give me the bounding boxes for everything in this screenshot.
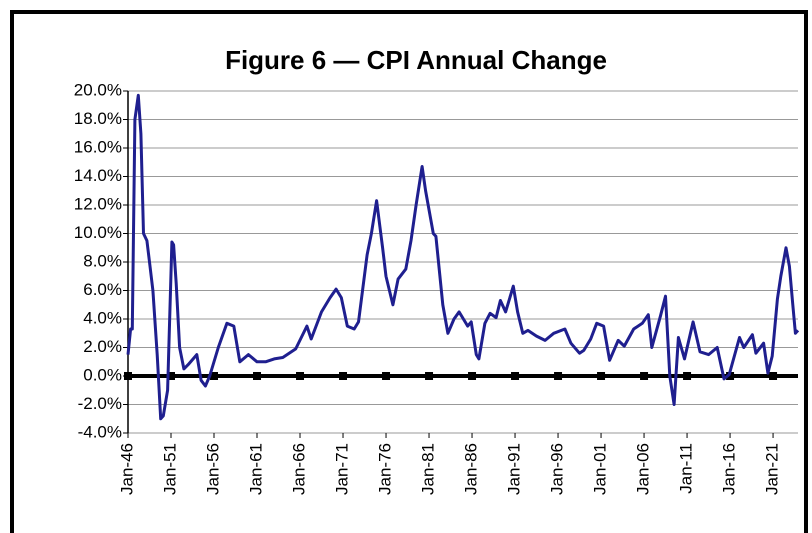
chart-title: Figure 6 — CPI Annual Change [225,45,607,75]
x-tick-label: Jan-21 [763,443,782,495]
y-tick-label: 6.0% [83,280,122,299]
y-tick-label: -4.0% [78,422,122,441]
y-tick-label: 18.0% [74,109,122,128]
x-tick-label: Jan-81 [419,443,438,495]
y-tick-label: 14.0% [74,166,122,185]
zero-marker [210,372,219,380]
x-tick-label: Jan-91 [505,443,524,495]
x-tick-label: Jan-46 [117,443,136,495]
zero-marker [597,372,606,380]
chart-frame [10,10,808,533]
zero-marker [769,372,778,380]
zero-marker [468,372,477,380]
x-tick-label: Jan-11 [677,443,696,494]
y-tick-label: 10.0% [74,223,122,242]
x-tick-label: Jan-66 [289,443,308,495]
zero-marker [554,372,563,380]
zero-marker [124,372,132,380]
y-tick-label: 8.0% [83,251,122,270]
zero-marker [382,372,391,380]
y-tick-label: 12.0% [74,194,122,213]
x-tick-label: Jan-01 [591,443,610,495]
zero-marker [167,372,176,380]
y-tick-label: 4.0% [83,308,122,327]
zero-marker [339,372,348,380]
x-tick-label: Jan-51 [160,443,179,495]
zero-marker [726,372,735,380]
zero-marker [511,372,520,380]
zero-marker [640,372,649,380]
zero-marker [296,372,305,380]
y-tick-label: 0.0% [83,365,122,384]
zero-marker [425,372,434,380]
x-tick-label: Jan-56 [203,443,222,495]
x-tick-label: Jan-76 [376,443,395,495]
line-series [126,93,800,421]
x-tick-label: Jan-71 [333,443,352,495]
y-tick-label: 2.0% [83,337,122,356]
x-tick-label: Jan-96 [548,443,567,495]
y-tick-label: 16.0% [74,137,122,156]
x-tick-label: Jan-16 [720,443,739,495]
y-tick-label: 20.0% [74,80,122,99]
x-tick-label: Jan-61 [246,443,265,495]
zero-marker [253,372,262,380]
zero-marker [683,372,692,380]
x-tick-label: Jan-06 [634,443,653,495]
y-tick-label: -2.0% [78,394,122,413]
x-tick-label: Jan-86 [462,443,481,495]
